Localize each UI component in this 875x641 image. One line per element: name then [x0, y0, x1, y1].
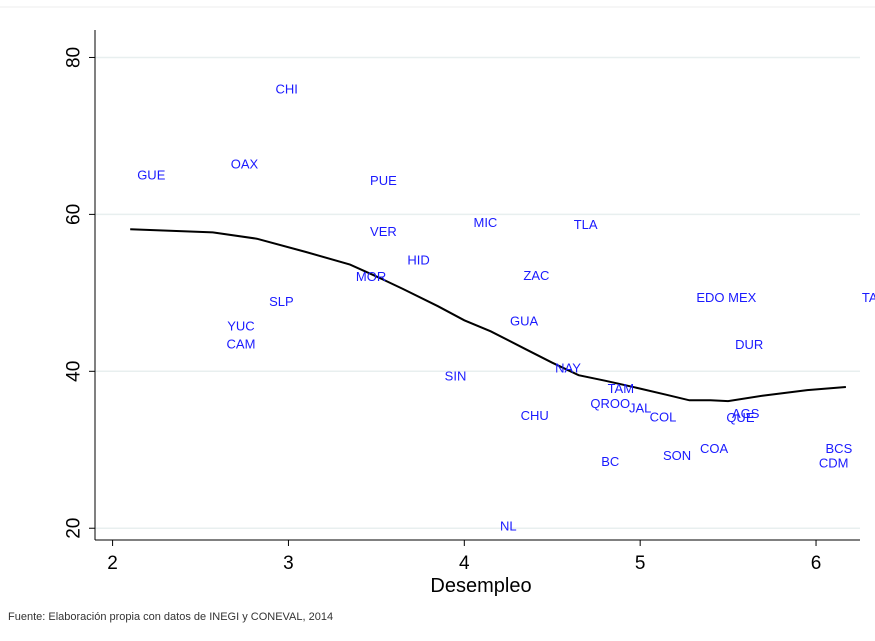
point-label: JAL: [629, 401, 651, 416]
point-label: SON: [663, 448, 691, 463]
point-label: YUC: [227, 318, 254, 333]
point-label: QROO: [590, 396, 630, 411]
point-label: HID: [407, 252, 429, 267]
point-label: PUE: [370, 173, 397, 188]
point-label: OAX: [231, 157, 259, 172]
axes: [94, 30, 860, 541]
point-label: MIC: [473, 215, 497, 230]
x-tick-label: 6: [811, 553, 822, 574]
y-tick-label: 60: [64, 204, 85, 225]
point-label: NAY: [555, 361, 581, 376]
point-label: TAM: [608, 381, 634, 396]
x-tick-label: 4: [459, 553, 470, 574]
point-label: SIN: [445, 369, 467, 384]
source-note: Fuente: Elaboración propia con datos de …: [8, 611, 334, 623]
point-label: BCS: [826, 441, 853, 456]
x-tick-label: 3: [283, 553, 294, 574]
point-label: QUE: [726, 410, 755, 425]
point-label: TAB: [862, 290, 875, 305]
y-tick-label: 40: [64, 361, 85, 382]
y-axis-ticks: 20 40 60 80: [64, 47, 95, 539]
point-label: MOR: [356, 269, 386, 284]
point-label: GUE: [137, 168, 166, 183]
x-axis-title: Desempleo: [430, 575, 531, 597]
point-label: CAM: [227, 336, 256, 351]
x-axis-ticks: 2 3 4 5 6: [107, 540, 821, 574]
point-label: CHI: [275, 81, 297, 96]
y-tick-label: 80: [64, 47, 85, 68]
y-tick-label: 20: [64, 518, 85, 539]
point-label: EDO MEX: [696, 290, 756, 305]
state-labels: GUE OAX CHI PUE VER HID MOR SLP YUC CAM MIC TLA ZAC G…: [137, 81, 875, 533]
point-label: BC: [601, 454, 619, 469]
x-tick-label: 2: [107, 553, 118, 574]
point-label: COL: [650, 409, 677, 424]
fit-line: [130, 228, 846, 403]
point-label: NL: [500, 518, 517, 533]
point-label: GUA: [510, 314, 539, 329]
grid: [95, 56, 860, 529]
point-label: CDM: [819, 456, 849, 471]
point-label: ZAC: [523, 268, 549, 283]
point-label: VER: [370, 224, 397, 239]
point-label: SLP: [269, 294, 294, 309]
point-label: AGS: [732, 406, 760, 421]
point-label: DUR: [735, 337, 763, 352]
point-label: COA: [700, 441, 729, 456]
x-tick-label: 5: [635, 553, 646, 574]
point-label: TLA: [574, 217, 598, 232]
point-label: CHU: [521, 408, 549, 423]
